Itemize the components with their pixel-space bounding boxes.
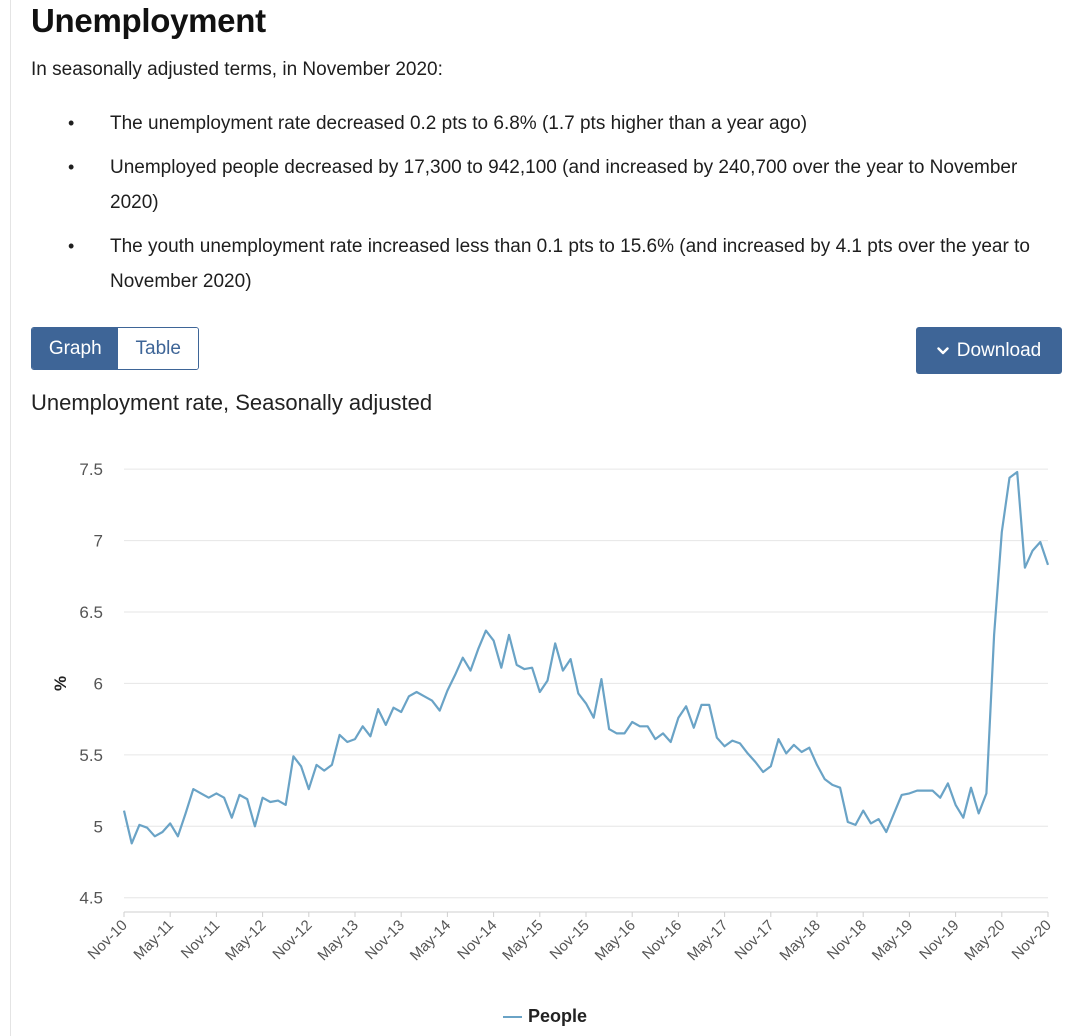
- legend-swatch: [503, 1015, 522, 1018]
- x-tick-label: Nov-19: [916, 917, 962, 963]
- y-tick-label: 4.5: [79, 889, 103, 908]
- list-item: • The unemployment rate decreased 0.2 pts…: [64, 106, 1064, 141]
- legend-label: People: [528, 1006, 588, 1026]
- bullet-icon: •: [68, 113, 75, 133]
- x-tick-label: May-19: [869, 917, 916, 964]
- chart-legend[interactable]: People: [503, 1006, 587, 1027]
- x-tick-label: May-11: [130, 917, 177, 964]
- y-axis-title: %: [51, 676, 70, 691]
- bullet-icon: •: [68, 157, 75, 177]
- list-item-text: The unemployment rate decreased 0.2 pts …: [110, 113, 808, 134]
- list-item: • The youth unemployment rate increased l…: [64, 229, 1064, 299]
- list-item: • Unemployed people decreased by 17,300 t…: [64, 150, 1064, 220]
- table-tab-button[interactable]: Table: [118, 328, 198, 369]
- view-toggle: Graph Table: [31, 327, 199, 370]
- x-tick-label: Nov-18: [824, 917, 870, 963]
- y-tick-label: 5: [94, 817, 103, 836]
- x-tick-label: May-13: [314, 917, 361, 964]
- list-item-text: Unemployed people decreased by 17,300 to…: [110, 157, 1018, 213]
- x-tick-label: May-15: [499, 917, 546, 964]
- page-title: Unemployment: [31, 2, 266, 39]
- x-tick-label: Nov-14: [454, 917, 500, 963]
- x-tick-label: Nov-12: [269, 917, 315, 963]
- x-tick-label: Nov-20: [1009, 917, 1055, 963]
- series-line-people: [122, 470, 1050, 845]
- intro-text: In seasonally adjusted terms, in Novembe…: [31, 59, 443, 80]
- x-tick-label: May-14: [407, 917, 454, 964]
- download-button[interactable]: Download: [916, 327, 1062, 374]
- x-tick-label: May-16: [592, 917, 639, 964]
- chevron-down-icon: [937, 346, 949, 354]
- x-tick-label: Nov-11: [178, 917, 223, 962]
- x-tick-label: Nov-16: [639, 917, 685, 963]
- x-tick-label: Nov-10: [85, 917, 131, 963]
- y-tick-label: 6: [94, 674, 103, 693]
- summary-list: • The unemployment rate decreased 0.2 pts…: [64, 106, 1064, 308]
- line-chart: 4.5 5 5.5 6 6.5 7 7.5% Nov-10 May-11 Nov-11May-12…: [51, 460, 1055, 964]
- x-tick-label: May-18: [776, 917, 823, 964]
- y-tick-label: 5.5: [79, 746, 103, 765]
- y-tick-label: 7: [94, 532, 103, 551]
- x-tick-label: May-17: [684, 917, 731, 964]
- x-tick-label: May-20: [961, 917, 1008, 964]
- y-tick-label: 6.5: [79, 603, 103, 622]
- chart-title: Unemployment rate, Seasonally adjusted: [31, 390, 433, 415]
- y-tick-label: 7.5: [79, 460, 103, 479]
- graph-tab-button[interactable]: Graph: [32, 328, 119, 369]
- x-tick-label: Nov-13: [362, 917, 408, 963]
- left-border: [10, 0, 11, 1036]
- x-tick-label: Nov-17: [731, 917, 777, 963]
- download-label: Download: [956, 339, 1042, 361]
- x-tick-label: Nov-15: [547, 917, 593, 963]
- x-tick-label: May-12: [222, 917, 269, 964]
- bullet-icon: •: [68, 236, 75, 256]
- list-item-text: The youth unemployment rate increased le…: [110, 236, 1030, 292]
